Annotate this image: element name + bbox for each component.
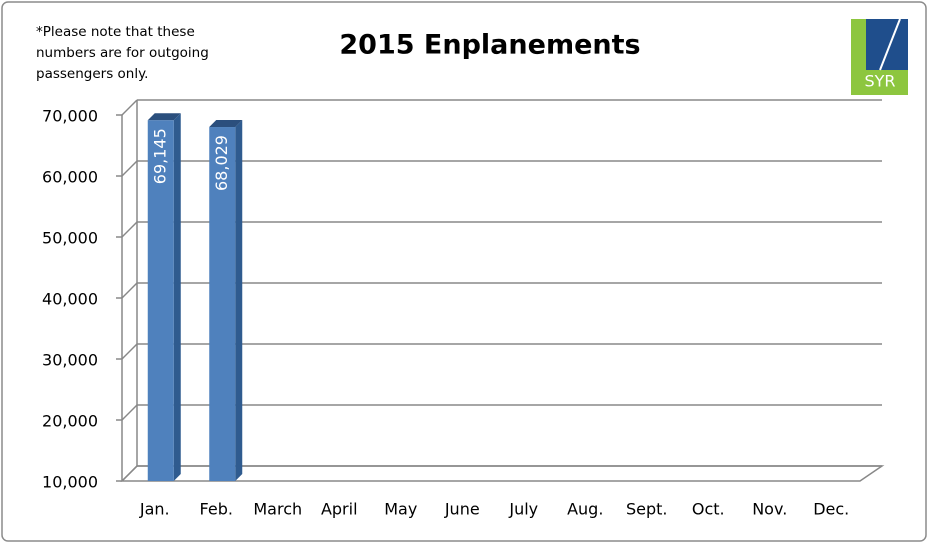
y-tick-label: 70,000 — [42, 107, 98, 126]
x-tick-label: July — [508, 500, 538, 519]
x-tick-label: Aug. — [567, 500, 603, 519]
x-tick-label: Sept. — [626, 500, 668, 519]
x-tick-label: Jan. — [139, 500, 170, 519]
chart-title: 2015 Enplanements — [339, 30, 640, 61]
logo-shape — [866, 19, 908, 70]
grid-line — [121, 343, 138, 360]
x-tick-label: March — [253, 500, 302, 519]
x-tick-label: Dec. — [813, 500, 849, 519]
grid-line — [121, 221, 138, 238]
bar-front — [209, 127, 236, 481]
y-tick-label: 50,000 — [42, 229, 98, 248]
grid-line — [121, 99, 138, 116]
x-tick-label: Nov. — [752, 500, 787, 519]
grid-line — [121, 282, 138, 299]
y-tick-label: 20,000 — [42, 412, 98, 431]
x-tick-label: April — [321, 500, 358, 519]
bar — [209, 120, 243, 481]
y-tick-label: 60,000 — [42, 168, 98, 187]
x-tick-label: Feb. — [200, 500, 233, 519]
grid-line — [121, 160, 138, 177]
y-tick-label: 10,000 — [42, 473, 98, 492]
bar-front — [147, 120, 174, 481]
bar-top — [209, 120, 243, 128]
x-tick-label: May — [384, 500, 417, 519]
y-tick-label: 40,000 — [42, 290, 98, 309]
value-label: 68,029 — [212, 135, 231, 191]
grid-line — [121, 465, 138, 482]
logo: SYR — [851, 18, 908, 95]
bar-side — [235, 120, 243, 481]
bar — [147, 113, 181, 481]
y-tick-label: 30,000 — [42, 351, 98, 370]
value-label: 69,145 — [150, 128, 169, 184]
grid-line — [121, 404, 138, 421]
logo-stroke — [879, 18, 901, 71]
bar-side — [173, 113, 181, 481]
bar-top — [147, 113, 181, 121]
x-tick-label: June — [444, 500, 480, 519]
logo-text: SYR — [864, 72, 895, 91]
note: *Please note that these numbers are for … — [36, 24, 209, 82]
x-tick-label: Oct. — [692, 500, 725, 519]
